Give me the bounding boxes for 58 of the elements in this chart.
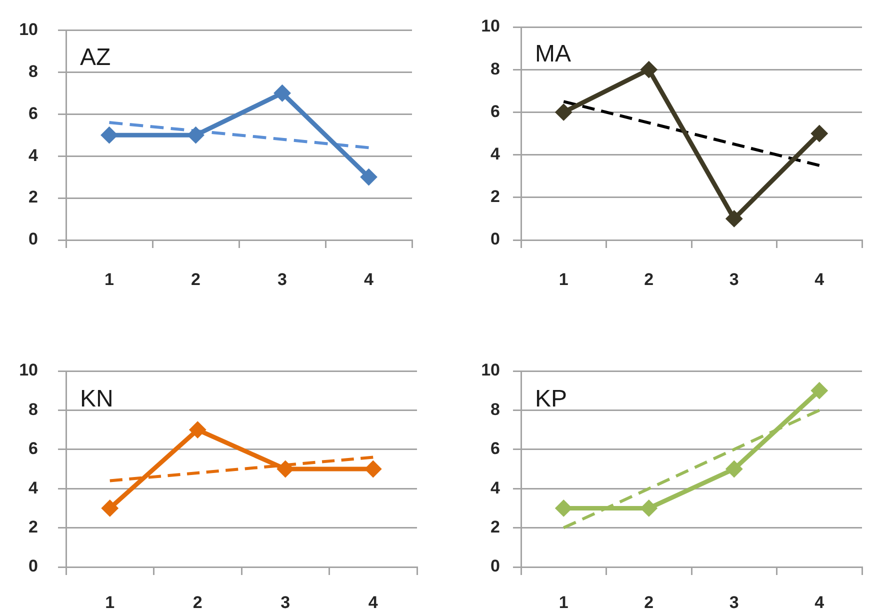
- y-tick-label: 10: [19, 360, 38, 380]
- point: [364, 460, 382, 478]
- point: [101, 500, 118, 517]
- y-tick-label: 2: [490, 517, 500, 536]
- point: [810, 125, 828, 142]
- text: AZ: [80, 44, 111, 71]
- text: KN: [80, 386, 114, 413]
- y-tick-label: 2: [28, 188, 38, 207]
- point: [555, 104, 572, 121]
- point: [100, 126, 118, 144]
- x-tick-label: 1: [558, 592, 568, 612]
- point: [640, 61, 658, 78]
- y-tick-label: 10: [481, 360, 500, 380]
- y-tick-label: 4: [490, 478, 501, 498]
- text: KP: [535, 386, 568, 413]
- y-tick-label: 8: [28, 62, 38, 81]
- point: [360, 168, 378, 186]
- x-tick-label: 2: [192, 592, 202, 612]
- x-tick-label: 3: [729, 592, 739, 612]
- point: [726, 210, 743, 228]
- x-tick-label: 2: [644, 592, 654, 612]
- y-tick-label: 0: [490, 230, 500, 249]
- y-tick-label: 8: [490, 400, 500, 419]
- x-tick-label: 1: [105, 592, 115, 612]
- y-tick-label: 4: [490, 144, 501, 164]
- x-tick-label: 3: [278, 270, 287, 289]
- y-tick-label: 0: [28, 230, 38, 249]
- y-tick-label: 6: [28, 104, 38, 123]
- y-tick-label: 0: [28, 556, 38, 576]
- x-tick-label: 4: [364, 270, 374, 289]
- x-tick-label: 3: [280, 592, 290, 612]
- y-tick-label: 8: [490, 59, 500, 78]
- y-tick-label: 4: [28, 478, 39, 498]
- point: [274, 84, 291, 102]
- point: [810, 382, 828, 400]
- x-tick-label: 1: [558, 270, 568, 289]
- x-tick-label: 4: [368, 592, 378, 612]
- text: MA: [535, 40, 571, 68]
- x-tick-label: 3: [729, 270, 739, 289]
- x-tick-label: 2: [644, 270, 654, 289]
- y-tick-label: 6: [490, 439, 500, 458]
- point: [189, 421, 206, 438]
- y-tick-label: 2: [28, 517, 38, 536]
- y-tick-label: 8: [28, 400, 38, 419]
- x-tick-label: 4: [814, 270, 825, 289]
- y-tick-label: 2: [490, 187, 500, 206]
- x-tick-label: 1: [104, 270, 114, 289]
- y-tick-label: 6: [490, 102, 500, 121]
- y-tick-label: 10: [481, 16, 500, 36]
- x-tick-label: 4: [814, 592, 825, 612]
- y-tick-label: 0: [490, 556, 500, 576]
- point: [276, 460, 294, 478]
- x-tick-label: 2: [191, 270, 200, 289]
- y-tick-label: 6: [28, 439, 38, 458]
- y-tick-label: 10: [19, 20, 38, 39]
- point: [187, 126, 204, 144]
- y-tick-label: 4: [28, 146, 39, 165]
- point: [726, 460, 743, 478]
